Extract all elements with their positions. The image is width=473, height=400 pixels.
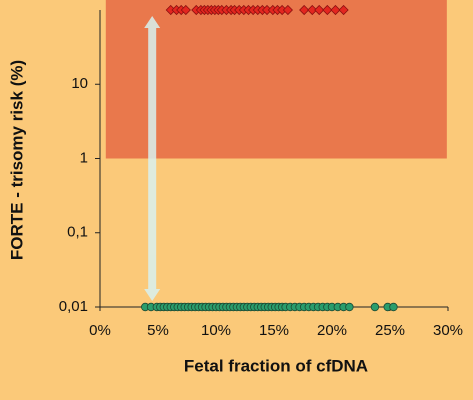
data-point [180, 4, 191, 16]
y-axis-title: FORTE - trisomy risk (%) [7, 60, 26, 260]
data-point [389, 302, 398, 312]
arrow-head [144, 289, 161, 301]
x-axis-title: Fetal fraction of cfDNA [184, 356, 368, 375]
y-tick-label: 0,01 [59, 298, 88, 315]
x-tick-label: 5% [147, 322, 169, 339]
x-tick-label: 15% [259, 322, 289, 339]
data-point [299, 4, 310, 16]
double-arrow [144, 16, 161, 301]
data-point [338, 4, 349, 16]
data-point [370, 302, 380, 312]
x-tick-label: 10% [201, 322, 231, 339]
arrow-shaft [148, 26, 157, 291]
data-point [322, 4, 333, 16]
data-point [345, 302, 354, 312]
y-tick-label: 1 [80, 149, 88, 166]
x-tick-label: 25% [375, 322, 405, 339]
y-tick-label: 0,1 [67, 224, 88, 241]
data-point [307, 4, 318, 16]
x-tick-label: 20% [317, 322, 347, 339]
data-point [330, 4, 341, 16]
risk-zone [105, 0, 447, 159]
y-tick-label: 10 [71, 75, 88, 92]
data-point [314, 4, 325, 16]
data-point [282, 4, 293, 16]
arrow-head [144, 16, 161, 28]
x-tick-label: 30% [433, 322, 463, 339]
x-tick-label: 0% [89, 322, 111, 339]
